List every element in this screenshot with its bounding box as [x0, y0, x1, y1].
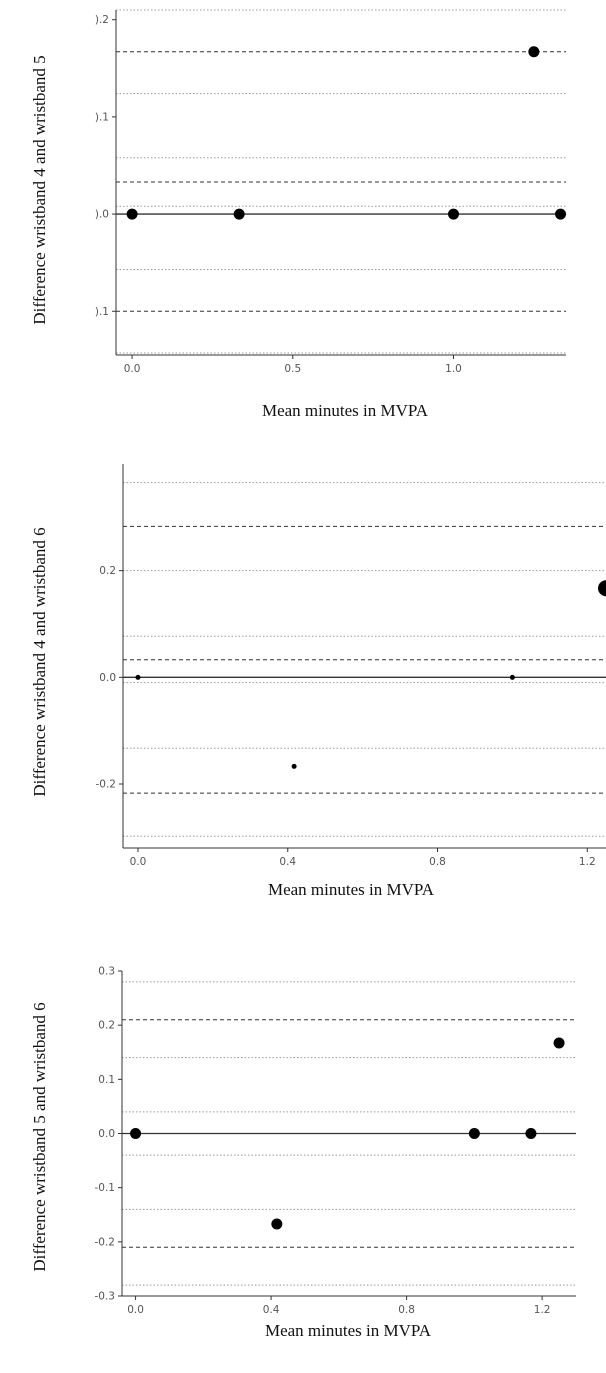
- panel-3-x-tick-label-0: 0.0: [127, 1304, 144, 1316]
- panel-2-x-axis-title: Mean minutes in MVPA: [268, 880, 435, 899]
- panel-2-data-point-1: [509, 674, 515, 680]
- panel-3-data-point-3: [553, 1037, 565, 1049]
- panel-3-x-tick-label-2: 0.8: [398, 1304, 415, 1316]
- panel-3-x-axis-title: Mean minutes in MVPA: [265, 1321, 432, 1340]
- panel-2: Difference wristband 4 and wristband 6 M…: [30, 464, 606, 899]
- panel-2-x-tick-label-2: 0.8: [429, 856, 446, 868]
- panel-3-data-point-4: [271, 1218, 283, 1230]
- panel-3-x-tick-label-1: 0.4: [263, 1304, 280, 1316]
- panel-1-data-point-4: [528, 46, 540, 58]
- panel-1-x-tick-label-1: 0.5: [284, 363, 301, 375]
- panel-3-data-point-1: [468, 1128, 480, 1139]
- panel-3-y-tick-label-4: -0.1: [95, 1182, 116, 1194]
- panel-2-x-tick-label-1: 0.4: [279, 856, 296, 868]
- panel-1-x-tick-label-0: 0.0: [124, 363, 141, 375]
- panel-2-data-point-2: [291, 763, 297, 769]
- panel-2-data-point-0: [135, 674, 141, 680]
- panel-2-y-axis-title: Difference wristband 4 and wristband 6: [30, 527, 49, 796]
- panel-2-y-tick-label-1: 0.0: [99, 672, 116, 684]
- panel-3-y-tick-label-3: 0.0: [98, 1128, 115, 1140]
- panel-1-y-axis-title: Difference wristband 4 and wristband 5: [30, 55, 49, 324]
- panel-1-data-point-2: [448, 208, 459, 220]
- panel-3-data-point-2: [525, 1128, 537, 1139]
- panel-1-data-point-1: [233, 208, 245, 220]
- panel-3-y-axis-title: Difference wristband 5 and wristband 6: [30, 1002, 49, 1271]
- panel-2-x-tick-label-3: 1.2: [579, 856, 596, 868]
- panel-1-x-tick-label-2: 1.0: [445, 363, 462, 375]
- panel-3-data-point-0: [130, 1128, 142, 1139]
- panel-1-y-tick-label-1: ).1: [95, 111, 109, 123]
- panel-3-y-tick-label-1: 0.2: [98, 1020, 115, 1032]
- panel-3-x-tick-label-3: 1.2: [534, 1304, 551, 1316]
- panel-3-y-tick-label-5: -0.2: [95, 1236, 116, 1248]
- panel-3-y-tick-label-6: -0.3: [95, 1291, 116, 1303]
- panel-1-y-tick-label-2: ).0: [95, 209, 109, 221]
- panel-2-y-tick-label-2: -0.2: [96, 779, 117, 791]
- panel-3: Difference wristband 5 and wristband 6 M…: [30, 966, 576, 1340]
- panel-2-y-tick-label-0: 0.2: [99, 565, 116, 577]
- panel-2-data-point-3: [598, 580, 606, 597]
- panel-3-y-tick-label-0: 0.3: [98, 966, 115, 978]
- panel-1-data-point-3: [555, 208, 567, 220]
- panel-1: Difference wristband 4 and wristband 5 M…: [30, 9, 567, 420]
- panel-1-x-axis-title: Mean minutes in MVPA: [262, 401, 429, 420]
- panel-1-y-tick-label-3: ).1: [95, 306, 109, 318]
- panel-3-y-tick-label-2: 0.1: [98, 1074, 115, 1086]
- panel-2-x-tick-label-0: 0.0: [130, 856, 147, 868]
- panel-1-y-tick-label-0: ).2: [95, 14, 109, 26]
- panel-1-data-point-0: [126, 208, 138, 220]
